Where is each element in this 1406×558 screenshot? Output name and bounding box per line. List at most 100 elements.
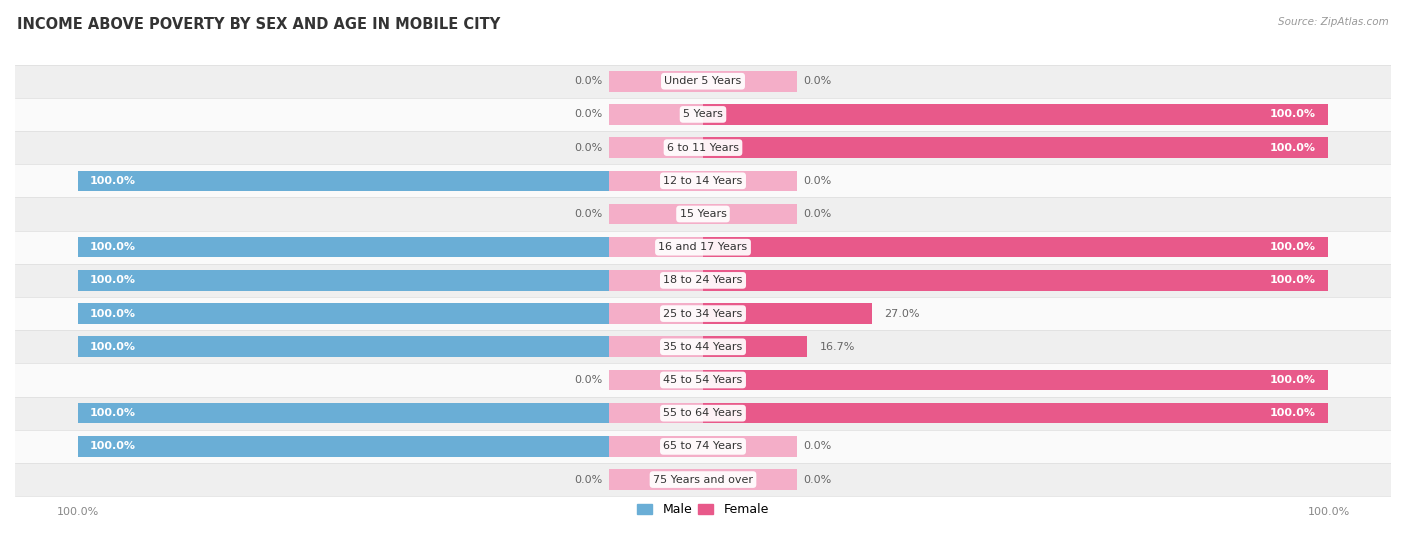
Text: 0.0%: 0.0% (575, 76, 603, 86)
Bar (15, 397, 1391, 430)
Text: 100.0%: 100.0% (1270, 143, 1316, 152)
Bar (609, 71, 703, 92)
Bar (15, 98, 1391, 131)
Bar (15, 430, 1391, 463)
Bar (703, 171, 797, 191)
Bar (15, 164, 1391, 198)
Text: 12 to 14 Years: 12 to 14 Years (664, 176, 742, 186)
Bar (703, 436, 797, 456)
Bar (77, 237, 703, 257)
Bar (609, 370, 703, 390)
Text: 0.0%: 0.0% (803, 441, 831, 451)
Text: 35 to 44 Years: 35 to 44 Years (664, 342, 742, 352)
Text: 0.0%: 0.0% (575, 375, 603, 385)
Bar (609, 104, 703, 124)
Bar (609, 104, 703, 124)
Bar (609, 436, 703, 456)
Text: Under 5 Years: Under 5 Years (665, 76, 741, 86)
Bar (703, 270, 1329, 291)
Bar (609, 137, 703, 158)
Bar (609, 137, 703, 158)
Text: 0.0%: 0.0% (803, 76, 831, 86)
Bar (609, 469, 703, 490)
Text: 0.0%: 0.0% (803, 209, 831, 219)
Bar (703, 171, 797, 191)
Bar (703, 436, 797, 456)
Text: 18 to 24 Years: 18 to 24 Years (664, 276, 742, 285)
Bar (703, 469, 797, 490)
Bar (703, 304, 797, 324)
Text: 45 to 54 Years: 45 to 54 Years (664, 375, 742, 385)
Bar (703, 237, 1329, 257)
Bar (609, 304, 703, 324)
Bar (703, 204, 797, 224)
Text: 75 Years and over: 75 Years and over (652, 474, 754, 484)
Bar (703, 403, 797, 424)
Text: Source: ZipAtlas.com: Source: ZipAtlas.com (1278, 17, 1389, 27)
Bar (15, 297, 1391, 330)
Bar (77, 304, 703, 324)
Bar (15, 264, 1391, 297)
Text: INCOME ABOVE POVERTY BY SEX AND AGE IN MOBILE CITY: INCOME ABOVE POVERTY BY SEX AND AGE IN M… (17, 17, 501, 32)
Bar (703, 137, 797, 158)
Bar (15, 65, 1391, 98)
Text: 100.0%: 100.0% (1270, 109, 1316, 119)
Text: 0.0%: 0.0% (575, 109, 603, 119)
Bar (703, 137, 1329, 158)
Bar (703, 104, 797, 124)
Bar (609, 336, 703, 357)
Text: 0.0%: 0.0% (803, 176, 831, 186)
Bar (609, 71, 703, 92)
Bar (609, 469, 703, 490)
Text: 100.0%: 100.0% (1270, 408, 1316, 418)
Text: 16 and 17 Years: 16 and 17 Years (658, 242, 748, 252)
Bar (77, 403, 703, 424)
Bar (609, 204, 703, 224)
Bar (15, 230, 1391, 264)
Text: 0.0%: 0.0% (575, 474, 603, 484)
Bar (703, 336, 797, 357)
Bar (15, 363, 1391, 397)
Bar (77, 270, 703, 291)
Text: 25 to 34 Years: 25 to 34 Years (664, 309, 742, 319)
Text: 15 Years: 15 Years (679, 209, 727, 219)
Bar (609, 370, 703, 390)
Text: 100.0%: 100.0% (90, 441, 136, 451)
Legend: Male, Female: Male, Female (633, 498, 773, 521)
Text: 100.0%: 100.0% (90, 276, 136, 285)
Text: 100.0%: 100.0% (1270, 276, 1316, 285)
Bar (703, 237, 797, 257)
Bar (703, 71, 797, 92)
Bar (703, 370, 1329, 390)
Text: 100.0%: 100.0% (90, 408, 136, 418)
Bar (15, 330, 1391, 363)
Bar (77, 436, 703, 456)
Bar (15, 463, 1391, 496)
Bar (703, 270, 797, 291)
Bar (77, 171, 703, 191)
Text: 100.0%: 100.0% (1270, 375, 1316, 385)
Bar (703, 336, 807, 357)
Text: 55 to 64 Years: 55 to 64 Years (664, 408, 742, 418)
Text: 27.0%: 27.0% (884, 309, 920, 319)
Bar (609, 403, 703, 424)
Bar (609, 270, 703, 291)
Text: 0.0%: 0.0% (575, 209, 603, 219)
Text: 100.0%: 100.0% (90, 309, 136, 319)
Text: 100.0%: 100.0% (90, 176, 136, 186)
Text: 16.7%: 16.7% (820, 342, 855, 352)
Bar (703, 304, 872, 324)
Bar (77, 336, 703, 357)
Bar (703, 71, 797, 92)
Text: 6 to 11 Years: 6 to 11 Years (666, 143, 740, 152)
Bar (703, 403, 1329, 424)
Text: 100.0%: 100.0% (90, 342, 136, 352)
Bar (15, 131, 1391, 164)
Text: 100.0%: 100.0% (90, 242, 136, 252)
Bar (703, 469, 797, 490)
Bar (15, 198, 1391, 230)
Text: 65 to 74 Years: 65 to 74 Years (664, 441, 742, 451)
Bar (609, 171, 703, 191)
Text: 0.0%: 0.0% (575, 143, 603, 152)
Text: 5 Years: 5 Years (683, 109, 723, 119)
